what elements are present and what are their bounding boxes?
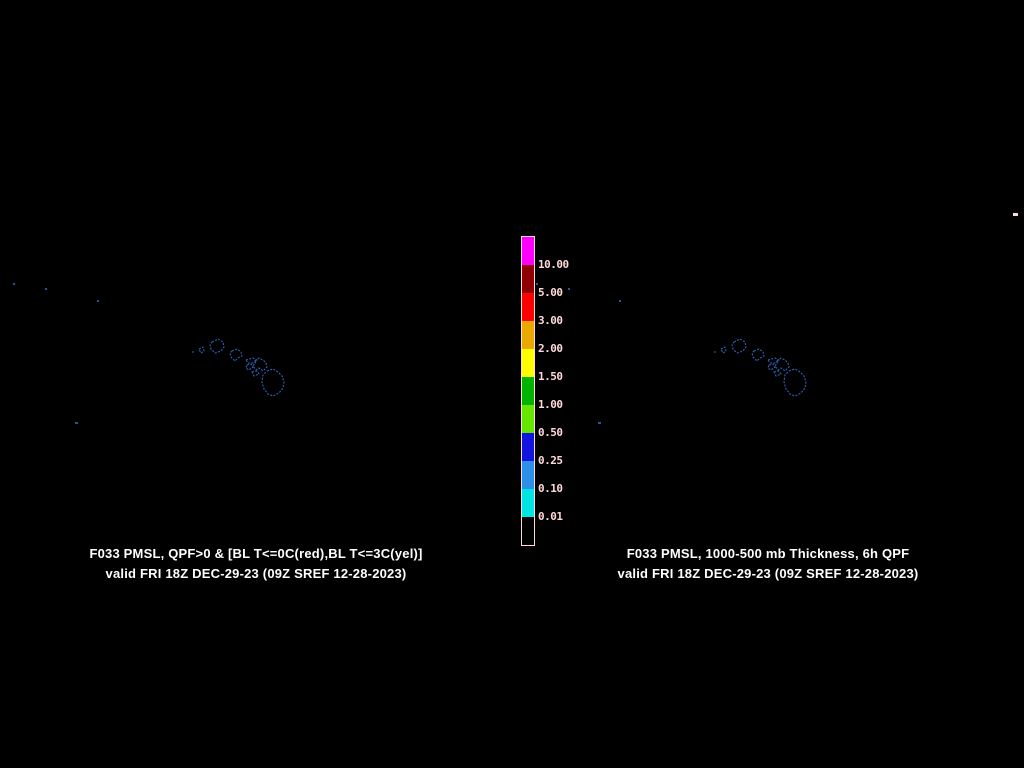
right-panel-caption-line2: valid FRI 18Z DEC-29-23 (09Z SREF 12-28-… xyxy=(617,566,919,581)
colorbar-tick-label: 0.50 xyxy=(538,426,563,439)
colorbar-segment xyxy=(522,405,534,433)
colorbar-tick-label: 5.00 xyxy=(538,286,563,299)
left-panel-caption-line2: valid FRI 18Z DEC-29-23 (09Z SREF 12-28-… xyxy=(105,566,407,581)
colorbar-tick-label: 1.00 xyxy=(538,398,563,411)
islet-dot xyxy=(619,300,621,302)
left-forecast-panel: F033 PMSL, QPF>0 & [BL T<=0C(red),BL T<=… xyxy=(13,283,423,581)
colorbar-tick-label: 0.25 xyxy=(538,454,563,467)
colorbar-segment xyxy=(522,237,534,265)
colorbar-segment xyxy=(522,433,534,461)
colorbar-tick-label: 10.00 xyxy=(538,258,569,271)
colorbar-segment xyxy=(522,517,534,545)
islet-dot xyxy=(75,422,78,424)
colorbar-segment xyxy=(522,349,534,377)
islet-dot xyxy=(598,422,601,424)
islet-dot xyxy=(536,283,538,285)
colorbar-segment xyxy=(522,321,534,349)
left-panel-caption-line1: F033 PMSL, QPF>0 & [BL T<=0C(red),BL T<=… xyxy=(89,546,423,561)
colorbar-segment xyxy=(522,489,534,517)
colorbar-tick-label: 0.10 xyxy=(538,482,563,495)
right-forecast-panel: F033 PMSL, 1000-500 mb Thickness, 6h QPF… xyxy=(512,0,1024,768)
colorbar-segment xyxy=(522,377,534,405)
colorbar-tick-label: 2.00 xyxy=(538,342,563,355)
islet-dot xyxy=(13,283,15,285)
hawaii-map-right xyxy=(536,283,807,424)
islet-dot xyxy=(45,288,47,290)
hawaii-map-left xyxy=(13,283,285,424)
colorbar-segment xyxy=(522,461,534,489)
right-panel-caption-line1: F033 PMSL, 1000-500 mb Thickness, 6h QPF xyxy=(626,546,910,561)
islet-dot xyxy=(97,300,99,302)
edge-fragment-dash xyxy=(1013,213,1018,216)
colorbar-tick-label: 1.50 xyxy=(538,370,563,383)
qpf-colorbar: 10.00 5.00 3.00 2.00 1.50 1.00 0.50 0.25 0.10 0.0… xyxy=(521,236,569,546)
colorbar-tick-label: 3.00 xyxy=(538,314,563,327)
colorbar-segment xyxy=(522,293,534,321)
islet-dot xyxy=(568,288,570,290)
colorbar-segment xyxy=(522,265,534,293)
colorbar-tick-label: 0.01 xyxy=(538,510,563,523)
